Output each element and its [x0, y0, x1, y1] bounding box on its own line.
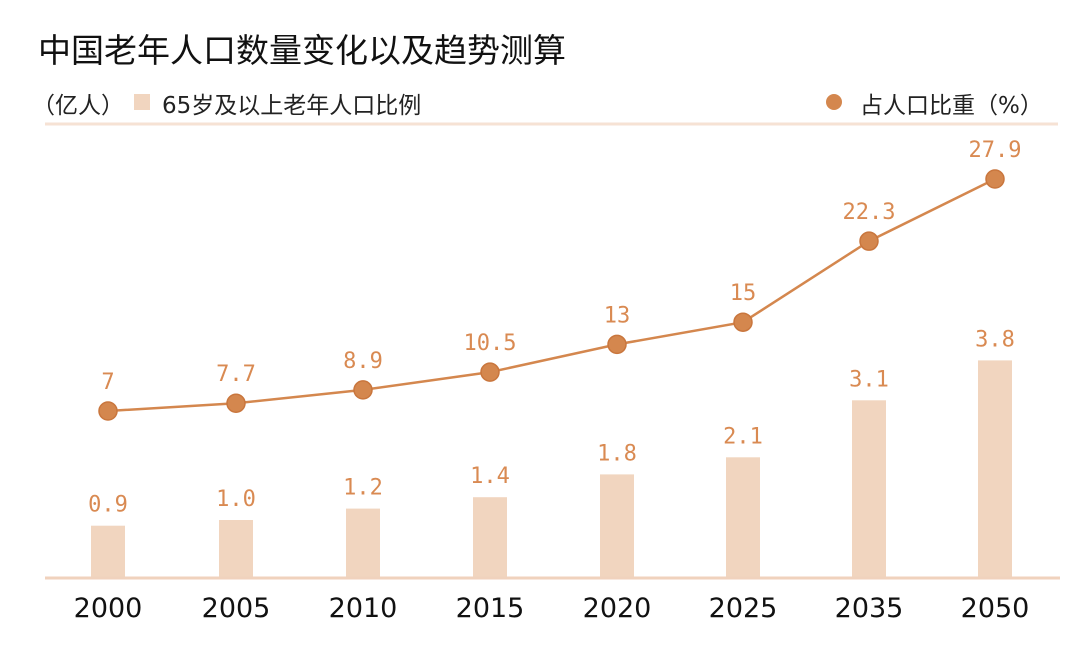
bar-label-2000: 0.9: [88, 493, 128, 518]
x-tick-label: 2005: [202, 593, 271, 624]
bar-2000: [91, 525, 125, 577]
bar-label-2015: 1.4: [470, 464, 510, 489]
x-tick-label: 2020: [583, 593, 652, 624]
line-point-2005: [226, 393, 246, 413]
x-tick-label: 2000: [74, 593, 143, 624]
bar-label-2020: 1.8: [597, 441, 637, 466]
bar-2025: [726, 457, 760, 577]
x-tick-label: 2025: [709, 593, 778, 624]
line-label-2005: 7.7: [216, 362, 256, 387]
bar-2015: [473, 497, 507, 577]
bar-legend-swatch: [134, 94, 150, 110]
x-tick-label: 2035: [835, 593, 904, 624]
unit-label: （亿人）: [32, 93, 124, 119]
line-point-2010: [353, 380, 373, 400]
line-series: [107, 177, 996, 413]
line-label-2020: 13: [604, 303, 631, 328]
bar-2010: [346, 508, 380, 577]
bar-2020: [600, 474, 634, 577]
line-point-2035: [859, 231, 879, 251]
line-label-2025: 15: [730, 281, 757, 306]
line-label-2000: 7: [101, 370, 114, 395]
bar-label-2025: 2.1: [723, 424, 763, 449]
line-legend-marker: [826, 94, 842, 110]
bar-2035: [852, 400, 886, 577]
line-legend-label: 占人口比重（%）: [860, 93, 1043, 119]
bar-label-2005: 1.0: [216, 487, 256, 512]
line-point-2015: [480, 362, 500, 382]
chart-title: 中国老年人口数量变化以及趋势测算: [38, 31, 566, 70]
x-tick-label: 2050: [961, 593, 1030, 624]
bar-label-2035: 3.1: [849, 367, 889, 392]
x-tick-label: 2015: [456, 593, 525, 624]
line-point-2025: [733, 312, 753, 332]
bar-2050: [978, 360, 1012, 577]
line-point-2000: [98, 401, 118, 421]
x-tick-label: 2010: [329, 593, 398, 624]
line-label-2010: 8.9: [343, 349, 383, 374]
bar-legend-label: 65岁及以上老年人口比例: [162, 93, 422, 119]
bar-label-2010: 1.2: [343, 476, 383, 501]
line-point-2020: [607, 334, 627, 355]
bar-label-2050: 3.8: [975, 327, 1015, 352]
line-label-2035: 22.3: [843, 200, 896, 225]
line-label-2050: 27.9: [969, 138, 1022, 163]
bar-2005: [219, 520, 253, 577]
line-label-2015: 10.5: [464, 331, 517, 356]
line-point-2050: [985, 169, 1005, 189]
